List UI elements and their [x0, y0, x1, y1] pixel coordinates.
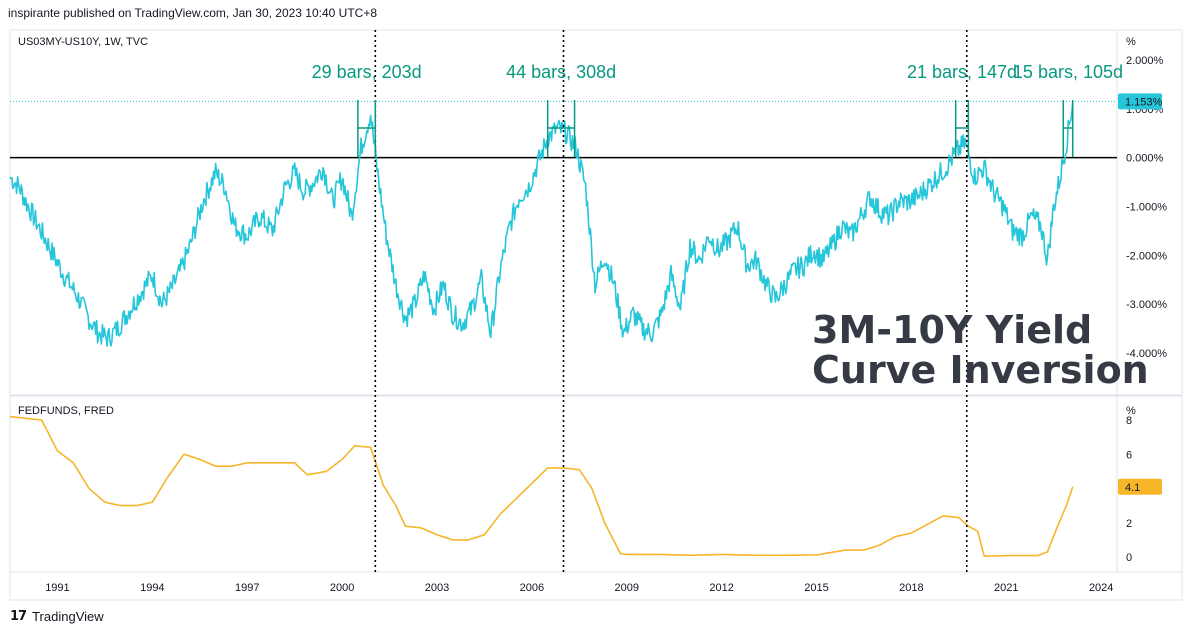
- x-tick-label: 1997: [235, 582, 259, 594]
- bottom-y-tick-label: 0: [1126, 552, 1132, 564]
- x-tick-label: 2006: [520, 582, 544, 594]
- x-tick-label: 2015: [804, 582, 828, 594]
- spread-series-line: [9, 101, 1074, 347]
- fedfunds-series-line: [9, 415, 1074, 557]
- tradingview-logo-icon: 17: [10, 609, 27, 624]
- bottom-pane-label: FEDFUNDS, FRED: [18, 405, 114, 417]
- range-label: 29 bars, 203d: [312, 62, 422, 82]
- top-y-tick-label: -4.000%: [1126, 348, 1167, 360]
- top-pane-label: US03MY-US10Y, 1W, TVC: [18, 36, 148, 48]
- top-y-tick-label: 0.000%: [1126, 153, 1164, 165]
- range-label: 15 bars, 105d: [1013, 62, 1123, 82]
- spread-last-value-badge-bg: [1118, 93, 1162, 110]
- bottom-y-tick-label: 6: [1126, 449, 1132, 461]
- bottom-y-tick-label: 8: [1126, 415, 1132, 427]
- spread-last-value-badge: 1.153%: [1125, 96, 1163, 108]
- top-y-tick-label: -2.000%: [1126, 250, 1167, 262]
- bottom-unit-label: %: [1126, 405, 1136, 417]
- range-label: 44 bars, 308d: [506, 62, 616, 82]
- publish-header: inspirante published on TradingView.com,…: [8, 6, 378, 20]
- top-y-tick-label: 2.000%: [1126, 55, 1164, 67]
- fedfunds-last-value-badge: 4.1: [1125, 482, 1140, 494]
- x-tick-label: 2009: [615, 582, 639, 594]
- chart-title-line: Curve Inversion: [812, 348, 1149, 392]
- x-tick-label: 2021: [994, 582, 1018, 594]
- x-tick-label: 2012: [709, 582, 733, 594]
- x-tick-label: 2024: [1089, 582, 1113, 594]
- top-y-tick-label: -3.000%: [1126, 299, 1167, 311]
- x-tick-label: 2018: [899, 582, 923, 594]
- x-tick-label: 1994: [140, 582, 164, 594]
- chart-title-line: 3M-10Y Yield: [812, 308, 1092, 352]
- x-tick-label: 1991: [45, 582, 69, 594]
- top-unit-label: %: [1126, 36, 1136, 48]
- fedfunds-last-value-badge-bg: [1118, 478, 1162, 495]
- x-tick-label: 2003: [425, 582, 449, 594]
- footer-brand: 17 TradingView: [10, 609, 104, 624]
- bottom-pane-border: [9, 395, 1183, 601]
- top-pane-border: [9, 29, 1183, 396]
- brand-name: TradingView: [32, 609, 104, 624]
- range-label: 21 bars, 147d: [907, 62, 1017, 82]
- top-y-tick-label: -1.000%: [1126, 202, 1167, 214]
- bottom-y-tick-label: 2: [1126, 518, 1132, 530]
- x-tick-label: 2000: [330, 582, 354, 594]
